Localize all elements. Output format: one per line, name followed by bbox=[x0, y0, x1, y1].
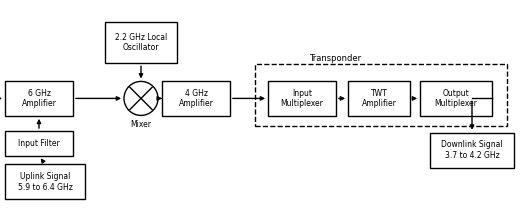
Text: 2.2 GHz Local
Oscillator: 2.2 GHz Local Oscillator bbox=[115, 33, 167, 52]
Text: TWT
Amplifier: TWT Amplifier bbox=[362, 89, 397, 108]
Bar bbox=[430, 133, 514, 168]
Bar bbox=[420, 81, 492, 116]
Bar bbox=[162, 81, 230, 116]
Bar bbox=[255, 64, 507, 126]
Text: 4 GHz
Amplifier: 4 GHz Amplifier bbox=[178, 89, 213, 108]
Bar bbox=[105, 22, 177, 63]
Text: Mixer: Mixer bbox=[130, 120, 152, 129]
Text: Uplink Signal
5.9 to 6.4 GHz: Uplink Signal 5.9 to 6.4 GHz bbox=[17, 172, 72, 192]
Bar bbox=[5, 81, 73, 116]
Bar bbox=[268, 81, 336, 116]
Bar bbox=[5, 164, 85, 199]
Text: Transponder: Transponder bbox=[309, 54, 361, 62]
Text: Output
Multiplexer: Output Multiplexer bbox=[435, 89, 477, 108]
Text: Downlink Signal
3.7 to 4.2 GHz: Downlink Signal 3.7 to 4.2 GHz bbox=[441, 140, 503, 160]
Text: Input
Multiplexer: Input Multiplexer bbox=[280, 89, 324, 108]
Text: Input Filter: Input Filter bbox=[18, 139, 60, 148]
Bar bbox=[5, 131, 73, 156]
Bar bbox=[348, 81, 410, 116]
Text: 6 GHz
Amplifier: 6 GHz Amplifier bbox=[22, 89, 56, 108]
